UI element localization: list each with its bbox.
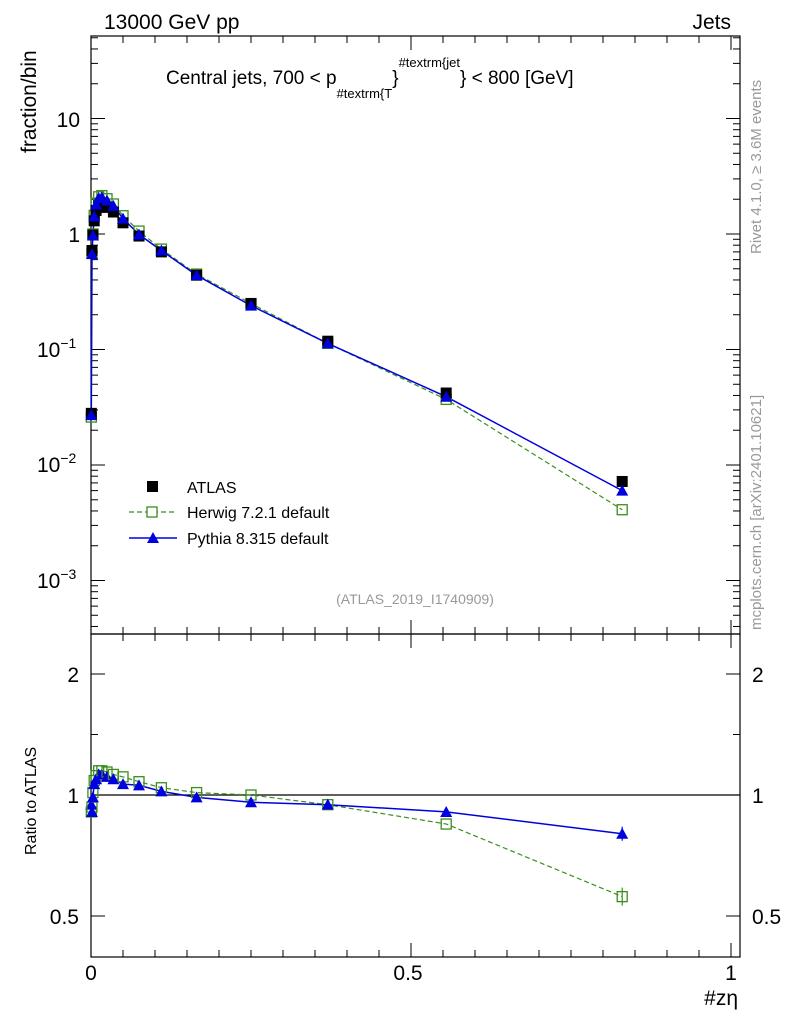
atlas-point xyxy=(107,206,119,218)
ratio-tick-label-1: 1 xyxy=(67,785,79,808)
legend-herwig-label: Herwig 7.2.1 default xyxy=(187,505,330,522)
pythia-point xyxy=(88,210,101,222)
pythia-ratio-point xyxy=(85,798,98,810)
chart-title: Central jets, 700 < p#textrm{T}#textrm{j… xyxy=(166,55,574,101)
herwig-line xyxy=(90,194,623,511)
pythia-point xyxy=(85,248,98,260)
legend-atlas-marker xyxy=(147,481,158,492)
ratio-tick-label-right-2: 2 xyxy=(752,664,764,687)
ratio-tick-label-right-1: 1 xyxy=(752,785,764,808)
pythia-point xyxy=(245,299,257,311)
pythia-line xyxy=(90,196,623,492)
atlas-point xyxy=(101,201,113,213)
pythia-point xyxy=(85,409,98,421)
y-axis-label: fraction/bin xyxy=(18,50,41,153)
pythia-ratio-point xyxy=(107,773,120,785)
x-tick-label-0: 0 xyxy=(85,962,97,985)
pythia-point xyxy=(86,229,99,241)
pythia-ratio-point xyxy=(133,779,145,791)
x-tick-label-1: 1 xyxy=(725,962,737,985)
pythia-ratio-point xyxy=(86,791,99,803)
pythia-ratio-point xyxy=(85,805,98,817)
pythia-point xyxy=(440,390,453,402)
x-axis-label: #zη xyxy=(704,987,738,1010)
pythia-point xyxy=(117,212,129,224)
mcplots-label: mcplots.cern.ch [arXiv:2401.10621] xyxy=(748,395,765,630)
pythia-point xyxy=(133,228,145,240)
pythia-ratio-line xyxy=(90,773,623,835)
pythia-ratio-point xyxy=(190,791,203,803)
axis-ticks xyxy=(90,36,740,957)
legend-pythia-label: Pythia 8.315 default xyxy=(187,531,329,548)
pythia-ratio-point xyxy=(616,827,629,839)
herwig-ratio-point xyxy=(440,818,452,830)
y-tick-label-0.1: 10−1 xyxy=(37,335,77,362)
header-left: 13000 GeV pp xyxy=(104,11,239,34)
legend-atlas-label: ATLAS xyxy=(187,480,237,497)
x-tick-label-0.5: 0.5 xyxy=(393,962,422,985)
pythia-point xyxy=(321,337,334,349)
y-tick-label-10: 10 xyxy=(57,109,80,132)
ratio-tick-label-0.5: 0.5 xyxy=(50,906,79,929)
pythia-point xyxy=(101,194,113,206)
legend-herwig-marker xyxy=(146,506,158,518)
header-right: Jets xyxy=(692,11,731,34)
y-tick-label-0.01: 10−2 xyxy=(37,450,77,477)
pythia-ratio-point xyxy=(440,805,453,817)
y-tick-label-1: 1 xyxy=(68,224,80,247)
legend: ATLAS Herwig 7.2.1 default Pythia 8.315 … xyxy=(129,480,330,548)
atlas-point xyxy=(616,475,628,487)
ratio-tick-label-right-0.5: 0.5 xyxy=(752,906,781,929)
pythia-point xyxy=(616,484,629,496)
pythia-point xyxy=(90,198,103,210)
pythia-point xyxy=(155,244,168,256)
y-tick-label-0.001: 10−3 xyxy=(37,566,77,593)
pythia-point xyxy=(190,269,203,281)
ratio-tick-label-2: 2 xyxy=(67,664,79,687)
herwig-ratio-point xyxy=(616,890,628,903)
series-layer xyxy=(85,189,629,906)
pythia-point xyxy=(107,199,120,211)
pythia-ratio-point xyxy=(117,778,129,790)
rivet-label: Rivet 4.1.0, ≥ 3.6M events xyxy=(748,80,765,254)
pythia-ratio-point xyxy=(321,798,334,810)
analysis-label: (ATLAS_2019_I1740909) xyxy=(336,591,494,607)
legend-pythia-marker xyxy=(147,532,159,543)
pythia-ratio-point xyxy=(245,796,257,808)
ratio-y-axis-label: Ratio to ATLAS xyxy=(23,747,40,855)
herwig-ratio-line xyxy=(90,770,623,898)
pythia-ratio-point xyxy=(155,785,168,797)
herwig-point xyxy=(616,504,628,516)
